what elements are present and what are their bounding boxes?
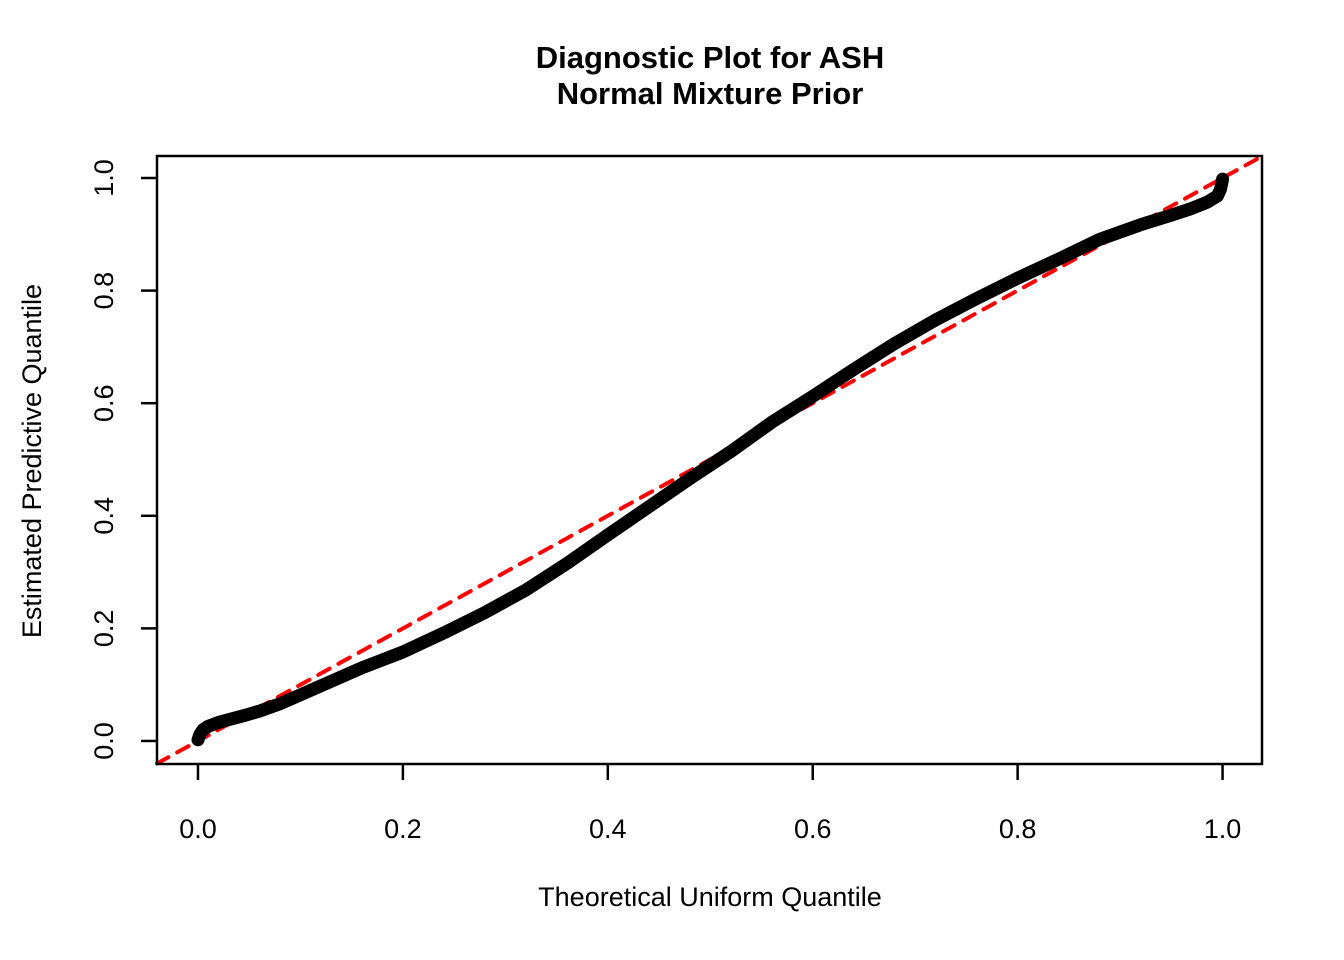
estimated-vs-theoretical-quantile-curve [191,172,1230,747]
y-tick-label: 0.4 [89,497,119,535]
x-axis-title: Theoretical Uniform Quantile [538,882,882,912]
x-tick-label: 0.8 [999,814,1037,844]
y-tick-label: 0.6 [89,384,119,422]
y-axis-title: Estimated Predictive Quantile [17,283,47,639]
chart-title: Diagnostic Plot for ASH Normal Mixture P… [157,40,1263,112]
x-tick-label: 0.4 [589,814,627,844]
x-tick-label: 0.0 [179,814,217,844]
plot-box [155,154,1264,766]
x-tick-label: 1.0 [1204,814,1242,844]
y-tick-label: 1.0 [89,159,119,197]
y-tick-label: 0.2 [89,610,119,648]
y-tick-label: 0.8 [89,272,119,310]
x-tick-label: 0.2 [384,814,422,844]
chart-title-line-2: Normal Mixture Prior [556,76,864,111]
x-tick-label: 0.6 [794,814,832,844]
chart-title-line-1: Diagnostic Plot for ASH [535,40,885,75]
y-tick-label: 0.0 [89,722,119,760]
